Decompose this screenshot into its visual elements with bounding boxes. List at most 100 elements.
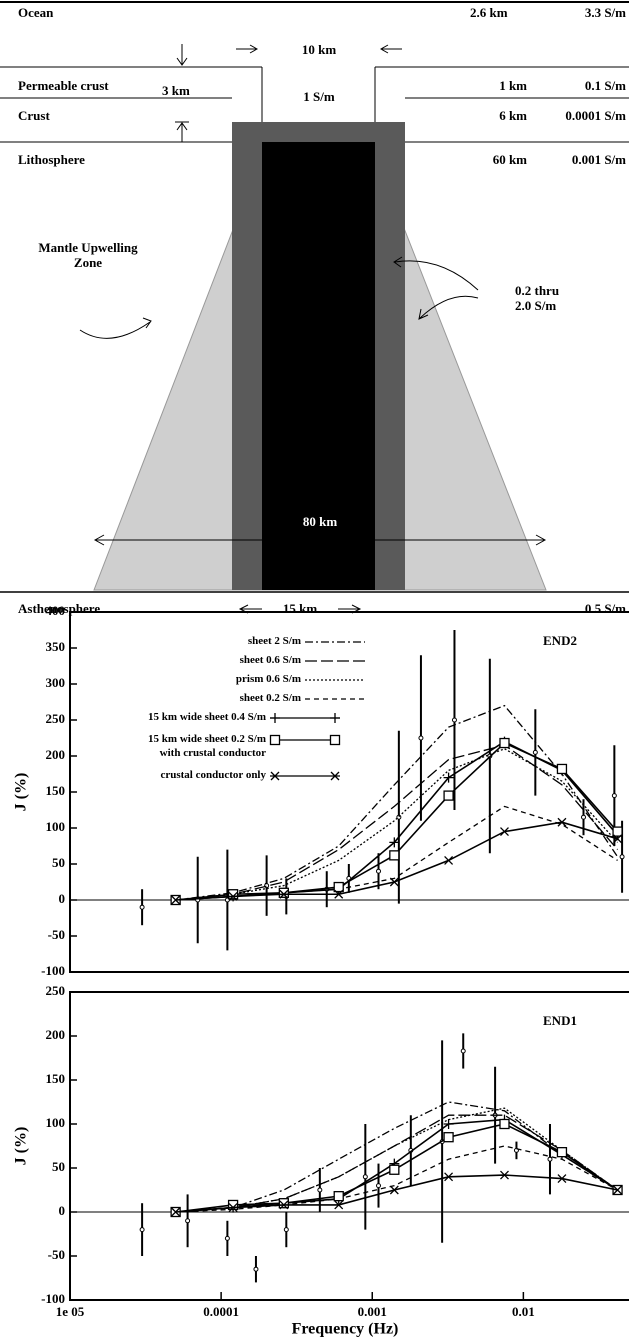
- observation: [513, 1147, 519, 1153]
- observation: [418, 735, 424, 741]
- y-tick-label: 0: [59, 1203, 66, 1218]
- marker: [443, 790, 454, 801]
- marker: [279, 1200, 289, 1210]
- conductivity-range: 0.2 thru 2.0 S/m: [515, 283, 560, 313]
- marker: [556, 765, 567, 776]
- marker: [171, 895, 181, 905]
- marker: [613, 834, 623, 844]
- observation: [224, 897, 230, 903]
- observation: [185, 1218, 191, 1224]
- y-tick-label: 350: [46, 639, 66, 654]
- y-tick-label: 250: [46, 711, 66, 726]
- observation: [492, 1112, 498, 1118]
- marker: [499, 1114, 510, 1125]
- marker: [333, 1193, 344, 1204]
- y-tick-label: 200: [46, 1027, 66, 1042]
- marker: [227, 1199, 239, 1211]
- marker: [612, 830, 623, 841]
- y-tick-label: 0: [59, 891, 66, 906]
- y-tick-label: 100: [46, 1115, 66, 1130]
- zone-label: Mantle Upwelling Zone: [38, 240, 138, 270]
- marker: [557, 1174, 567, 1184]
- layer-label: Crust: [18, 108, 50, 123]
- marker: [444, 855, 454, 865]
- marker: [170, 894, 181, 906]
- observation: [451, 717, 457, 723]
- y-tick-label: 200: [46, 747, 66, 762]
- x-tick-label: 0.01: [512, 1304, 535, 1319]
- marker: [334, 1200, 344, 1210]
- series: [175, 1114, 618, 1213]
- marker: [333, 884, 344, 895]
- legend-marker: [330, 713, 340, 723]
- marker: [389, 1185, 399, 1195]
- observation: [611, 793, 617, 799]
- observation: [460, 1048, 466, 1054]
- series: [175, 1101, 618, 1213]
- series-line: [175, 1114, 618, 1213]
- marker: [389, 877, 399, 887]
- observation: [139, 904, 145, 910]
- series: [171, 817, 623, 905]
- layer-label: Lithosphere: [18, 152, 85, 167]
- observation: [408, 1147, 414, 1153]
- conductivity: 0.1 S/m: [585, 78, 626, 93]
- marker: [278, 887, 289, 898]
- chart-title: END2: [543, 633, 577, 648]
- depth-arrows: [175, 44, 189, 142]
- observation: [324, 886, 330, 892]
- marker: [334, 889, 344, 899]
- y-tick-label: 50: [52, 855, 65, 870]
- y-tick-label: 250: [46, 983, 66, 998]
- marker: [499, 737, 510, 749]
- diagram: Ocean 2.6 km 3.3 S/m 10 km Permeable cru…: [0, 1, 629, 616]
- marker: [556, 1147, 568, 1158]
- observation: [317, 1187, 323, 1193]
- marker: [278, 887, 289, 898]
- legend-label: 15 km wide sheet 0.4 S/m: [148, 711, 266, 723]
- marker: [613, 1185, 623, 1195]
- conductivity: 0.001 S/m: [572, 152, 626, 167]
- marker: [279, 889, 289, 899]
- marker: [499, 736, 510, 747]
- observation: [547, 1156, 553, 1162]
- series-line: [175, 1145, 618, 1213]
- conductivity: 0.5 S/m: [585, 601, 626, 616]
- series: [175, 1107, 618, 1213]
- series: [170, 1118, 623, 1218]
- y-tick-label: -100: [41, 1291, 65, 1306]
- series-line: [175, 1107, 618, 1213]
- marker: [389, 850, 400, 861]
- legend-label: sheet 0.6 S/m: [239, 654, 301, 666]
- thickness: 6 km: [499, 108, 527, 123]
- marker: [389, 1164, 400, 1175]
- observation: [376, 1183, 382, 1189]
- layer-label: Asthenosphere: [18, 601, 100, 616]
- y-tick-label: -50: [48, 1247, 65, 1262]
- observation: [376, 868, 382, 874]
- width-arrows: [238, 604, 362, 614]
- series-line: [175, 805, 618, 901]
- y-tick-label: 100: [46, 819, 66, 834]
- observation: [346, 875, 352, 881]
- observation: [283, 893, 289, 899]
- observation: [283, 1227, 289, 1233]
- x-axis-label: Frequency (Hz): [292, 1321, 399, 1337]
- legend-marker: [329, 734, 341, 746]
- legend-marker: [269, 734, 281, 746]
- observation: [581, 814, 587, 820]
- series: [170, 1114, 623, 1217]
- legend-label: prism 0.6 S/m: [235, 673, 301, 685]
- marker: [443, 1119, 454, 1129]
- series-line: [175, 742, 619, 901]
- series-line: [175, 1174, 618, 1213]
- marker: [278, 1198, 289, 1209]
- marker: [557, 817, 567, 827]
- zone-width-arrow: [93, 534, 547, 546]
- layer-label: Permeable crust: [18, 78, 109, 93]
- marker: [170, 895, 181, 905]
- thickness: 1 km: [499, 78, 527, 93]
- label-bg: [290, 512, 350, 532]
- curved-arrow: [79, 317, 152, 339]
- legend-label: sheet 2 S/m: [247, 635, 301, 647]
